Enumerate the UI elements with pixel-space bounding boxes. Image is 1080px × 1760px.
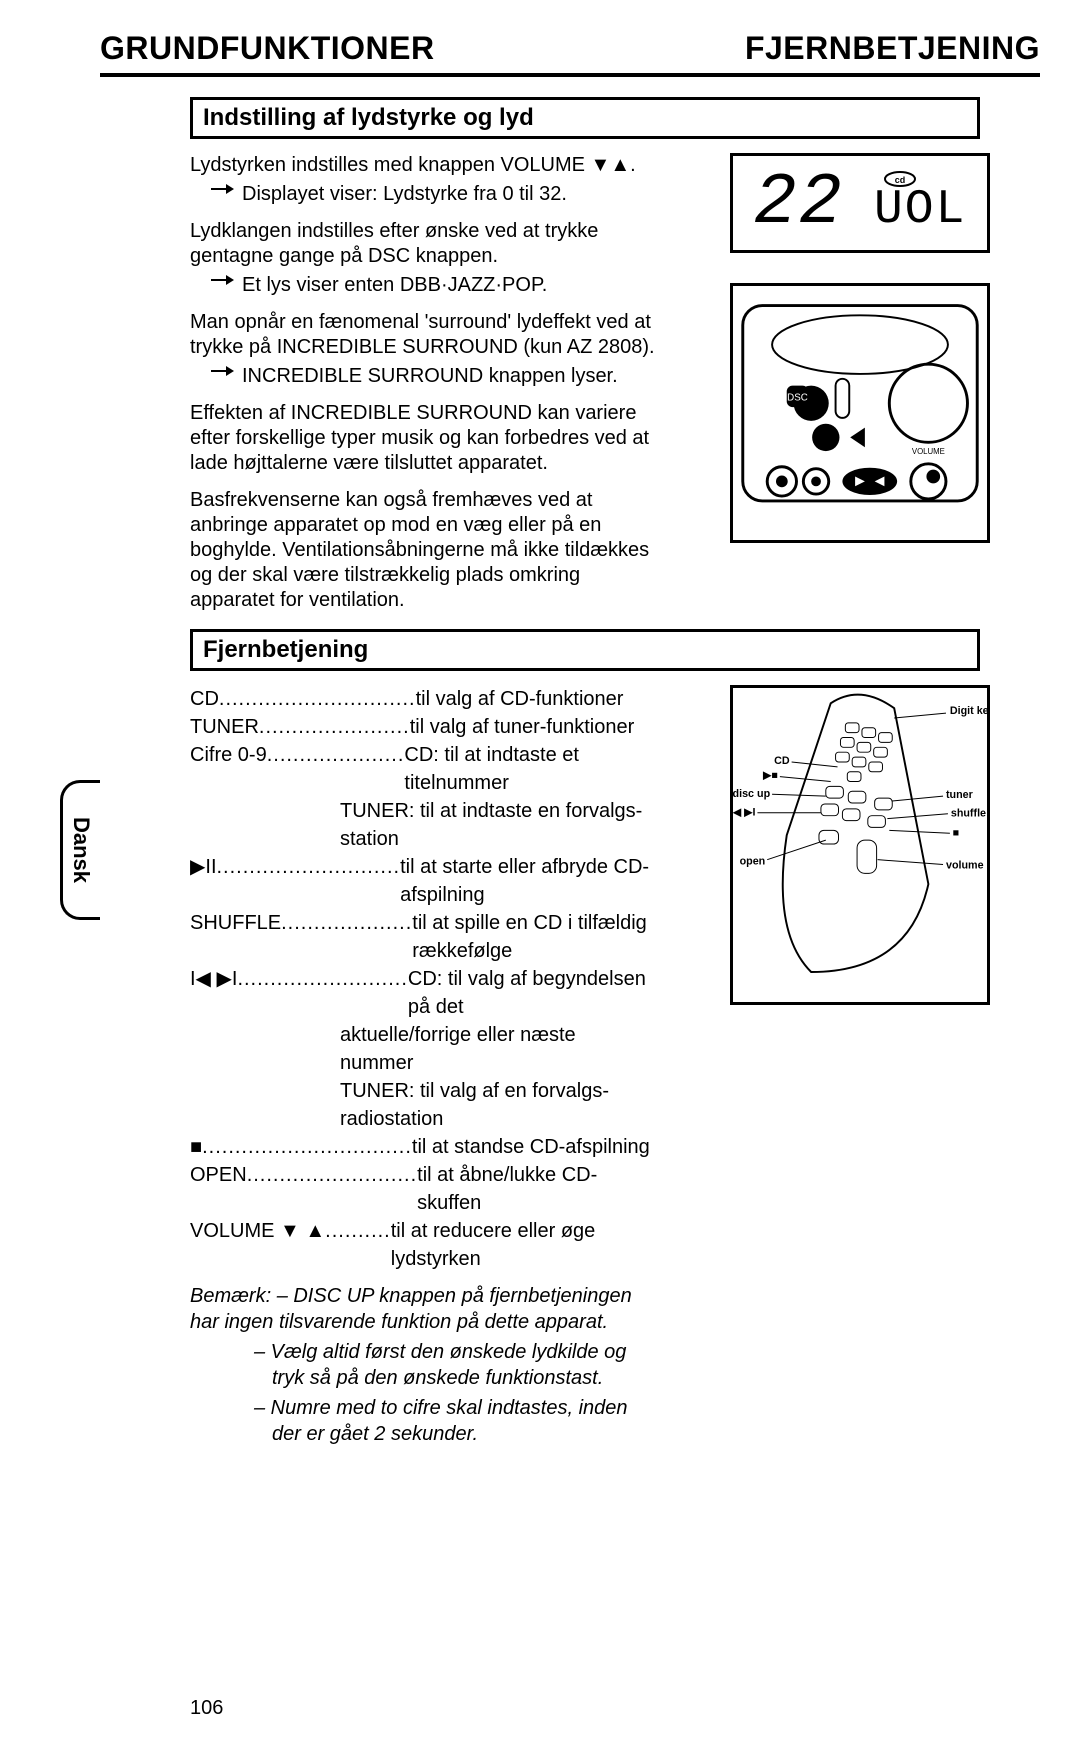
s1-p3: Man opnår en fænomenal 'surround' lydeff… <box>190 310 660 389</box>
s1-p4: Effekten af INCREDIBLE SURROUND kan vari… <box>190 401 665 476</box>
svg-text:Digit keys: Digit keys <box>950 705 987 717</box>
remote-row: Cifre 0-9.....................CD: til at… <box>190 741 650 797</box>
section1-title: Indstilling af lydstyrke og lyd <box>190 97 980 139</box>
page-number: 106 <box>190 1697 1040 1720</box>
remote-row: OPEN..........................til at åbn… <box>190 1161 650 1217</box>
arrow-icon <box>210 182 236 196</box>
svg-text:I◀ ▶I: I◀ ▶I <box>733 807 755 819</box>
svg-text:▶■: ▶■ <box>762 770 778 782</box>
remote-row: I◀ ▶I..........................CD: til v… <box>190 965 650 1021</box>
s1-p2b: Et lys viser enten DBB·JAZZ·POP. <box>242 273 547 298</box>
remote-desc: til valg af CD-funktioner <box>416 685 650 713</box>
arrow-icon <box>210 273 236 287</box>
language-tab: Dansk <box>60 780 100 920</box>
remote-illustration: Digit keys CD ▶■ disc up I◀ ▶I open tune… <box>730 685 990 1005</box>
s1-p5: Basfrekvenserne kan også fremhæves ved a… <box>190 488 665 613</box>
remote-key-list: CD..............................til valg… <box>190 685 650 1273</box>
svg-text:CD: CD <box>774 755 790 767</box>
remote-key: I◀ ▶I <box>190 965 237 993</box>
remote-desc: til at starte eller afbryde CD-afspilnin… <box>400 853 650 909</box>
svg-text:cd: cd <box>895 175 906 185</box>
volume-display: cd 22 UOL <box>730 153 990 253</box>
svg-text:shuffle: shuffle <box>951 808 986 820</box>
remote-key: SHUFFLE <box>190 909 281 937</box>
arrow-icon <box>210 364 236 378</box>
remote-row: ▶II............................til at st… <box>190 853 650 909</box>
section2-title: Fjernbetjening <box>190 629 980 671</box>
s1-p1b: Displayet viser: Lydstyrke fra 0 til 32. <box>242 182 567 207</box>
remote-key: ■ <box>190 1133 202 1161</box>
remote-desc: CD: til valg af begyndelsen på det <box>408 965 650 1021</box>
remote-key: VOLUME ▼ ▲ <box>190 1217 325 1245</box>
svg-text:DSC: DSC <box>787 392 808 403</box>
remote-row: VOLUME ▼ ▲..........til at reducere elle… <box>190 1217 650 1273</box>
svg-text:open: open <box>740 856 766 868</box>
svg-text:VOLUME: VOLUME <box>912 447 945 456</box>
remote-row: SHUFFLE....................til at spille… <box>190 909 650 965</box>
remote-row-continuation: TUNER: til valg af en forvalgs-radiostat… <box>190 1077 650 1133</box>
remote-key: TUNER <box>190 713 259 741</box>
remote-desc: til at reducere eller øge lydstyrken <box>391 1217 650 1273</box>
remote-desc: til valg af tuner-funktioner <box>410 713 650 741</box>
remote-key: OPEN <box>190 1161 247 1189</box>
remote-row: CD..............................til valg… <box>190 685 650 713</box>
remote-desc: til at spille en CD i tilfældig rækkeføl… <box>412 909 650 965</box>
remote-desc: til at standse CD-afspilning <box>412 1133 650 1161</box>
s1-p1: Lydstyrken indstilles med knappen VOLUME… <box>190 153 660 207</box>
svg-text:volume ▼▲: volume ▼▲ <box>946 859 987 871</box>
remote-row-continuation: aktuelle/forrige eller næste nummer <box>190 1021 650 1077</box>
remote-key: CD <box>190 685 219 713</box>
remote-row: ■................................til at … <box>190 1133 650 1161</box>
display-value: 22 <box>754 162 844 244</box>
header-right-title: FJERNBETJENING <box>745 30 1040 67</box>
remote-desc: CD: til at indtaste et titelnummer <box>404 741 650 797</box>
s1-p2: Lydklangen indstilles efter ønske ved at… <box>190 219 660 298</box>
remote-key: Cifre 0-9 <box>190 741 267 769</box>
svg-text:tuner: tuner <box>946 789 974 801</box>
svg-text:■: ■ <box>953 827 959 839</box>
device-illustration: DSC VOLUME <box>730 283 990 543</box>
cd-icon: cd <box>883 170 917 194</box>
svg-text:disc up: disc up <box>733 788 771 800</box>
remote-row: TUNER.......................til valg af … <box>190 713 650 741</box>
remote-notes: Bemærk: – DISC UP knappen på fjernbetjen… <box>190 1283 650 1447</box>
remote-key: ▶II <box>190 853 217 881</box>
header-left-title: GRUNDFUNKTIONER <box>100 30 435 67</box>
s1-p3b: INCREDIBLE SURROUND knappen lyser. <box>242 364 618 389</box>
remote-row-continuation: TUNER: til at indtaste en forvalgs-stati… <box>190 797 650 853</box>
remote-desc: til at åbne/lukke CD-skuffen <box>417 1161 650 1217</box>
